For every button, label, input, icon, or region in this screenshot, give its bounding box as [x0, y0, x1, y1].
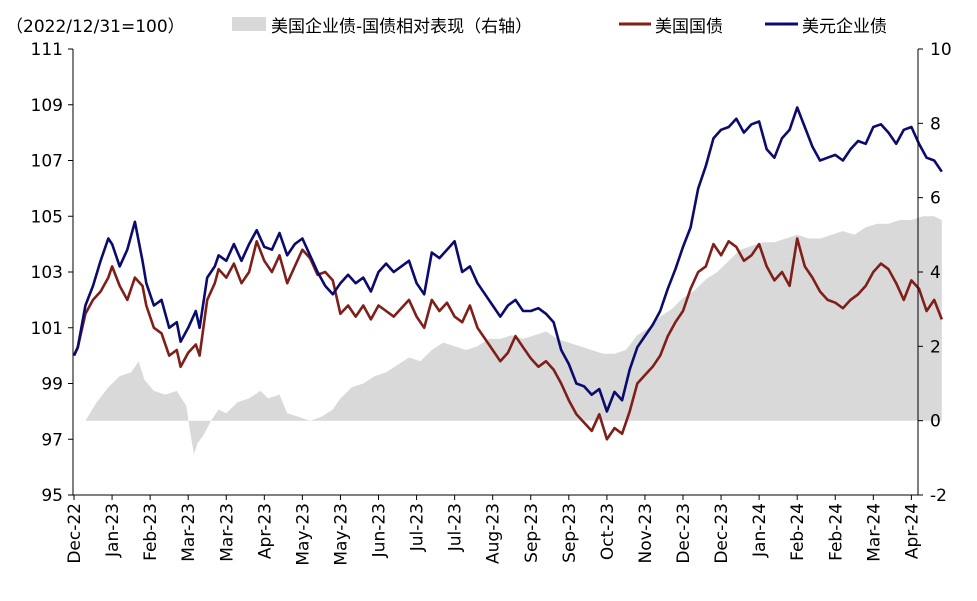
left-y-tick-label: 111 — [31, 40, 63, 60]
x-tick-label: Jul-23 — [408, 503, 428, 552]
x-tick-label: Jan-23 — [103, 503, 123, 558]
left-y-tick-label: 107 — [31, 152, 63, 172]
left-y-tick-label: 95 — [41, 486, 63, 506]
right-y-tick-label: 10 — [930, 40, 952, 60]
x-tick-label: Mar-23 — [217, 503, 237, 562]
left-y-tick-label: 97 — [41, 430, 63, 450]
x-tick-label: Dec-22 — [65, 503, 85, 564]
x-tick-label: Jul-23 — [446, 503, 466, 552]
right-y-tick-label: 6 — [930, 189, 941, 209]
left-y-tick-label: 103 — [31, 263, 63, 283]
x-tick-label: Jan-24 — [750, 503, 770, 558]
x-tick-label: Sep-23 — [560, 503, 580, 563]
x-ticks: Dec-22 Jan-23 Feb-23 Mar-23 Mar-23 Apr-23 May-… — [65, 495, 922, 566]
right-y-ticks: -2 0 2 4 6 8 10 — [918, 40, 952, 506]
x-tick-label: Aug-23 — [484, 503, 504, 564]
left-y-tick-label: 101 — [31, 319, 63, 339]
left-y-tick-label: 99 — [41, 375, 63, 395]
x-tick-label: May-23 — [293, 503, 313, 566]
legend-label-corporate: 美元企业债 — [802, 17, 887, 37]
relative-performance-area-layer — [74, 216, 942, 455]
legend: （2022/12/31=100） 美国企业债-国债相对表现（右轴） 美国国债 美… — [6, 17, 887, 37]
x-tick-label: Feb-23 — [141, 503, 161, 561]
x-tick-label: Mar-24 — [864, 503, 884, 562]
x-tick-label: Mar-23 — [179, 503, 199, 562]
x-tick-label: Apr-23 — [255, 503, 275, 559]
x-tick-label: Dec-23 — [674, 503, 694, 564]
left-y-tick-label: 109 — [31, 96, 63, 116]
x-tick-label: May-23 — [331, 503, 351, 566]
series-line-corporate — [72, 106, 943, 413]
right-y-tick-label: 2 — [930, 337, 941, 357]
x-tick-label: Feb-24 — [826, 503, 846, 561]
left-y-ticks: 95 97 99 101 103 105 107 109 111 — [31, 40, 73, 506]
left-y-tick-label: 105 — [31, 207, 63, 227]
x-tick-label: Feb-24 — [788, 503, 808, 561]
x-tick-label: Oct-23 — [598, 503, 618, 560]
x-tick-label: Jun-23 — [370, 503, 390, 558]
x-tick-label: Nov-23 — [636, 503, 656, 564]
right-y-tick-label: 8 — [930, 114, 941, 134]
legend-swatch-relative-performance — [232, 17, 266, 31]
x-tick-label: Sep-23 — [522, 503, 542, 563]
x-tick-label: Apr-24 — [902, 503, 922, 559]
series-line-treasury — [72, 237, 944, 441]
right-y-tick-label: -2 — [930, 486, 947, 506]
right-y-tick-label: 4 — [930, 263, 941, 283]
series-area-relative-performance — [74, 216, 942, 455]
x-tick-label: Dec-23 — [712, 503, 732, 564]
chart-subtitle: （2022/12/31=100） — [6, 17, 185, 37]
legend-label-treasury: 美国国债 — [655, 17, 723, 37]
legend-label-relative-performance: 美国企业债-国债相对表现（右轴） — [271, 17, 532, 37]
right-y-tick-label: 0 — [930, 412, 941, 432]
line-layer — [72, 106, 944, 441]
